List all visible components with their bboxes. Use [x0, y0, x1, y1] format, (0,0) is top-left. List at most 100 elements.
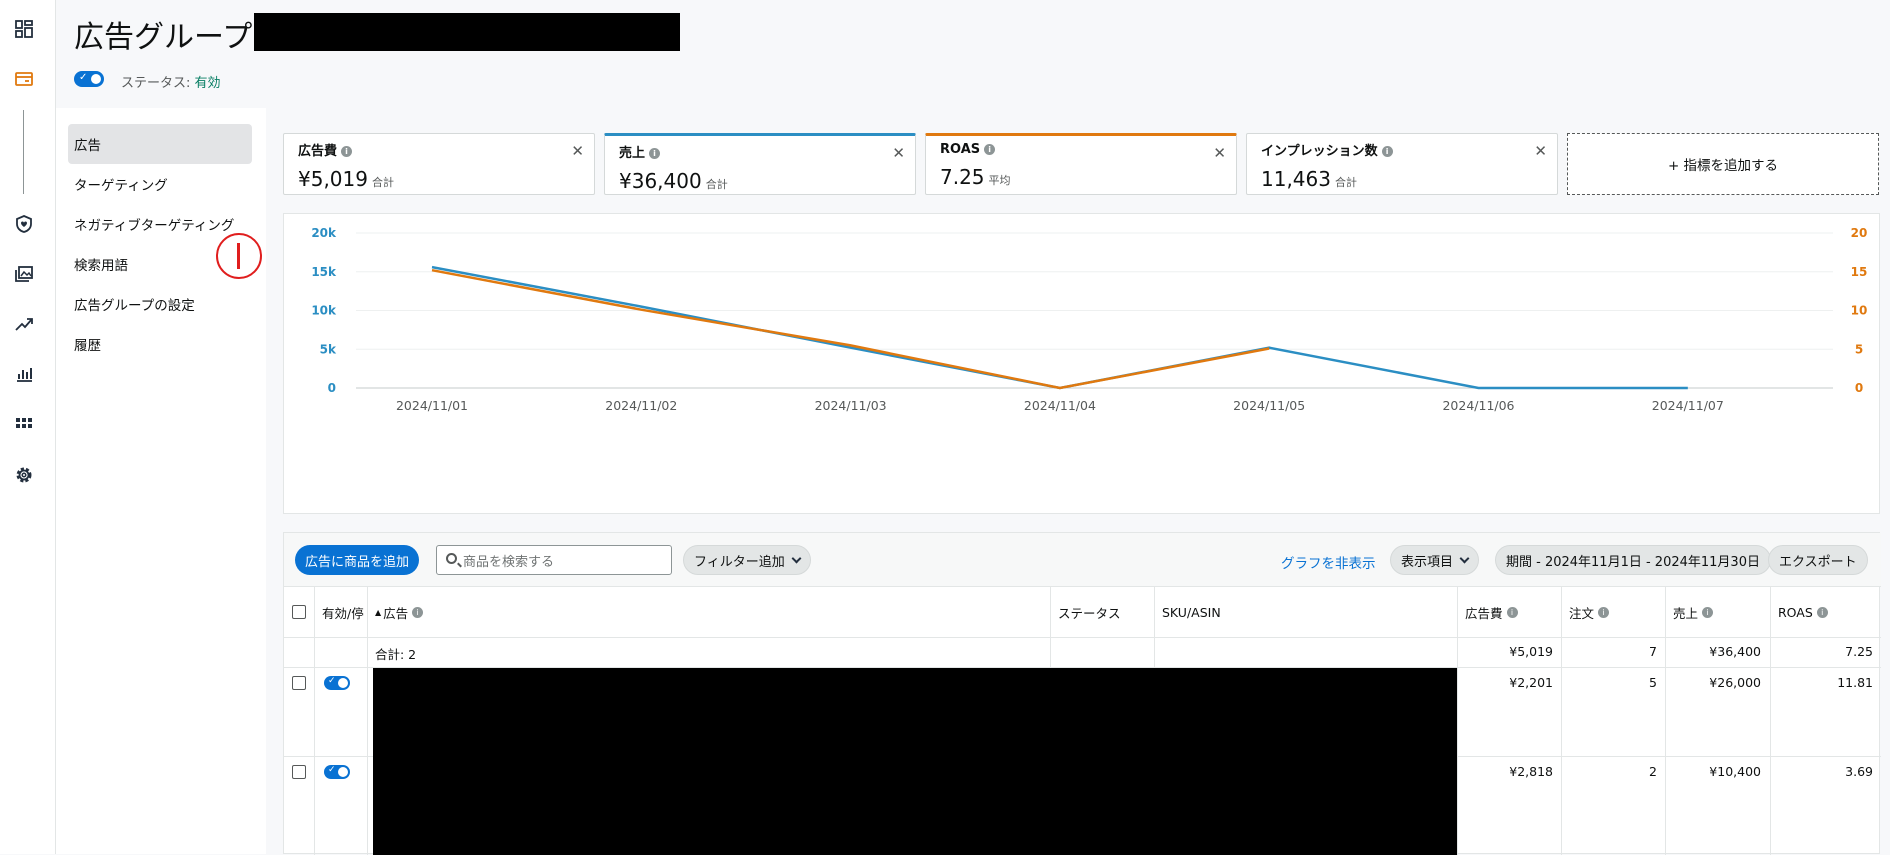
col-header-spend[interactable]: 広告費 i	[1465, 587, 1518, 637]
trend-icon[interactable]	[12, 312, 36, 336]
ad-group-subnav: 広告 ターゲティング ネガティブターゲティング 検索用語 広告グループの設定 履…	[56, 108, 266, 854]
row-checkbox[interactable]	[292, 765, 306, 779]
ad-group-status-toggle[interactable]: ✓	[74, 71, 104, 87]
col-header-ad[interactable]: ▲ 広告 i	[375, 587, 424, 637]
y-left-tick-label: 5k	[320, 342, 337, 356]
metric-card-sales[interactable]: 売上 i ¥36,400 合計 ✕	[604, 133, 916, 195]
subnav-item-ads[interactable]: 広告	[68, 124, 252, 164]
check-icon: ✓	[79, 72, 88, 83]
chevron-down-icon	[1459, 553, 1470, 563]
row-spend: ¥2,818	[1509, 764, 1553, 779]
y-right-tick-label: 5	[1855, 342, 1863, 356]
col-header-sku[interactable]: SKU/ASIN	[1162, 604, 1221, 620]
sort-asc-icon: ▲	[375, 607, 382, 617]
add-filter-button[interactable]: フィルター追加	[683, 545, 811, 575]
metric-card-spend[interactable]: 広告費 i ¥5,019 合計 ✕	[283, 133, 595, 195]
info-icon: i	[1598, 606, 1610, 618]
metric-label: インプレッション数 i	[1261, 140, 1543, 159]
x-tick-label: 2024/11/03	[815, 398, 887, 413]
info-icon: i	[412, 606, 424, 618]
total-label: 合計: 2	[375, 647, 417, 662]
row-spend: ¥2,201	[1509, 675, 1553, 690]
metric-value: ¥36,400 合計	[619, 169, 728, 193]
row-sales: ¥10,400	[1709, 764, 1761, 779]
subnav-item-negative-targeting[interactable]: ネガティブターゲティング	[74, 218, 235, 234]
gallery-icon[interactable]	[12, 262, 36, 286]
total-orders: 7	[1649, 644, 1657, 659]
left-rail	[0, 0, 56, 854]
add-product-button[interactable]: 広告に商品を追加	[295, 545, 420, 575]
redacted-product-info	[373, 668, 1457, 855]
col-header-orders[interactable]: 注文 i	[1569, 587, 1610, 637]
row-orders: 2	[1649, 764, 1657, 779]
y-left-tick-label: 10k	[311, 304, 337, 318]
x-tick-label: 2024/11/01	[396, 398, 468, 413]
total-roas: 7.25	[1845, 644, 1873, 659]
close-icon[interactable]: ✕	[1213, 144, 1226, 162]
hide-chart-link[interactable]: グラフを非表示	[1281, 556, 1376, 572]
subnav-item-ad-group-settings[interactable]: 広告グループの設定	[74, 298, 195, 314]
row-roas: 3.69	[1845, 764, 1873, 779]
metric-value: 7.25 平均	[940, 165, 1011, 189]
row-active-toggle[interactable]: ✓	[324, 765, 350, 779]
y-right-tick-label: 10	[1851, 304, 1868, 318]
metric-value: ¥5,019 合計	[298, 167, 394, 191]
info-icon: i	[1702, 606, 1714, 618]
search-icon	[446, 553, 457, 564]
subnav-item-history[interactable]: 履歴	[74, 338, 101, 354]
series-line-roas	[431, 268, 1270, 390]
col-header-active: 有効/停	[322, 605, 364, 621]
info-icon: i	[1816, 606, 1828, 618]
x-tick-label: 2024/11/02	[605, 398, 677, 413]
metric-label: 広告費 i	[298, 140, 580, 159]
metric-value: 11,463 合計	[1261, 167, 1357, 191]
total-spend: ¥5,019	[1509, 644, 1553, 659]
chevron-down-icon	[791, 553, 802, 563]
page-header: 広告グループ: ✓ ステータス: 有効	[56, 0, 1890, 108]
chart-svg: 20k 20 15k 15 10k 10 5k 5 0 0 2024/11/01 2024/11/02…	[311, 226, 1868, 413]
series-line-sales	[431, 265, 1688, 390]
close-icon[interactable]: ✕	[892, 144, 905, 162]
subnav-item-targeting[interactable]: ターゲティング	[74, 178, 168, 194]
info-icon: i	[1506, 606, 1518, 618]
dashboard-icon[interactable]	[12, 17, 36, 41]
date-range-button[interactable]: 期間 - 2024年11月1日 - 2024年11月30日	[1495, 545, 1771, 575]
search-placeholder: 商品を検索する	[463, 554, 555, 570]
row-active-toggle[interactable]: ✓	[324, 676, 350, 690]
y-left-tick-label: 20k	[311, 226, 337, 240]
status-label: ステータス:	[121, 76, 191, 91]
total-sales: ¥36,400	[1709, 644, 1761, 659]
cursor-highlight-annotation	[216, 233, 262, 279]
metric-card-impressions[interactable]: インプレッション数 i 11,463 合計 ✕	[1246, 133, 1558, 195]
subnav-item-search-terms[interactable]: 検索用語	[74, 258, 128, 274]
page-title: 広告グループ:	[74, 20, 263, 55]
info-icon: i	[984, 144, 996, 155]
columns-button[interactable]: 表示項目	[1390, 545, 1480, 575]
ads-table: 広告に商品を追加 商品を検索する フィルター追加 グラフを非表示 表示項目 期間…	[283, 532, 1881, 855]
row-roas: 11.81	[1837, 675, 1873, 690]
apps-grid-icon[interactable]	[12, 413, 36, 437]
metric-label: 売上 i	[619, 142, 901, 161]
check-icon: ✓	[328, 765, 336, 775]
col-header-sales[interactable]: 売上 i	[1673, 587, 1714, 637]
add-metric-button[interactable]: + 指標を追加する	[1567, 133, 1879, 195]
gear-icon[interactable]	[12, 463, 36, 487]
col-header-status[interactable]: ステータス	[1058, 605, 1121, 621]
x-tick-label: 2024/11/05	[1233, 398, 1305, 413]
close-icon[interactable]: ✕	[571, 142, 584, 160]
export-button[interactable]: エクスポート	[1768, 545, 1868, 575]
row-checkbox[interactable]	[292, 676, 306, 690]
info-icon: i	[649, 148, 661, 159]
y-right-tick-label: 15	[1851, 265, 1868, 279]
x-tick-label: 2024/11/07	[1652, 398, 1724, 413]
select-all-checkbox[interactable]	[292, 605, 306, 619]
campaign-icon[interactable]	[12, 67, 36, 91]
product-search-input[interactable]: 商品を検索する	[436, 545, 672, 575]
metric-card-roas[interactable]: ROAS i 7.25 平均 ✕	[925, 133, 1237, 195]
status-value: 有効	[194, 76, 221, 91]
close-icon[interactable]: ✕	[1534, 142, 1547, 160]
bar-chart-icon[interactable]	[12, 362, 36, 386]
col-header-roas[interactable]: ROAS i	[1778, 587, 1828, 637]
rail-divider	[23, 110, 24, 194]
shield-icon[interactable]	[12, 212, 36, 236]
